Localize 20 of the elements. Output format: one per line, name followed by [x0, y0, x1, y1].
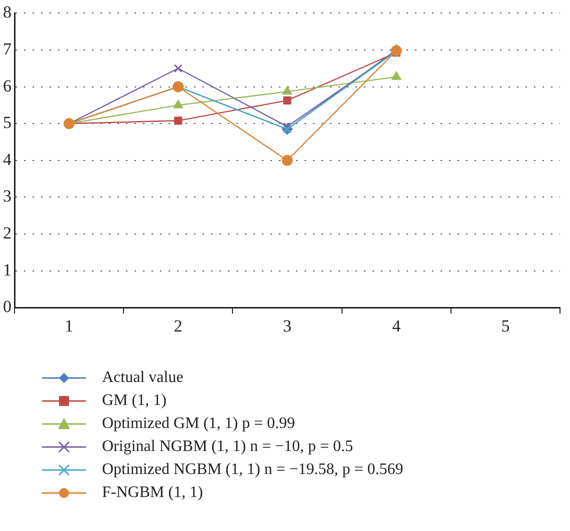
legend-label: GM (1, 1): [102, 392, 166, 410]
x-tick-label: 4: [392, 316, 402, 336]
y-tick-label: 5: [3, 113, 12, 132]
y-tick-label: 3: [3, 186, 12, 206]
legend-label: Original NGBM (1, 1) n = −10, p = 0.5: [102, 438, 354, 456]
y-tick-label: 7: [3, 39, 12, 58]
legend-label: F-NGBM (1, 1): [102, 484, 203, 502]
legend-label: Optimized GM (1, 1) p = 0.99: [102, 414, 295, 432]
y-tick-label: 8: [3, 2, 12, 22]
legend-label: Optimized NGBM (1, 1) n = −19.58, p = 0.569: [102, 460, 404, 478]
x-tick-label: 1: [64, 316, 74, 336]
y-tick-label: 2: [3, 223, 12, 242]
x-tick-label: 3: [283, 316, 292, 336]
x-tick-label: 5: [501, 316, 510, 336]
y-tick-label: 6: [3, 76, 12, 96]
y-tick-label: 4: [3, 150, 12, 169]
x-tick-label: 2: [174, 316, 182, 336]
y-tick-label: 1: [3, 260, 12, 280]
y-tick-label: 0: [3, 297, 12, 316]
legend-label: Actual value: [102, 368, 184, 386]
